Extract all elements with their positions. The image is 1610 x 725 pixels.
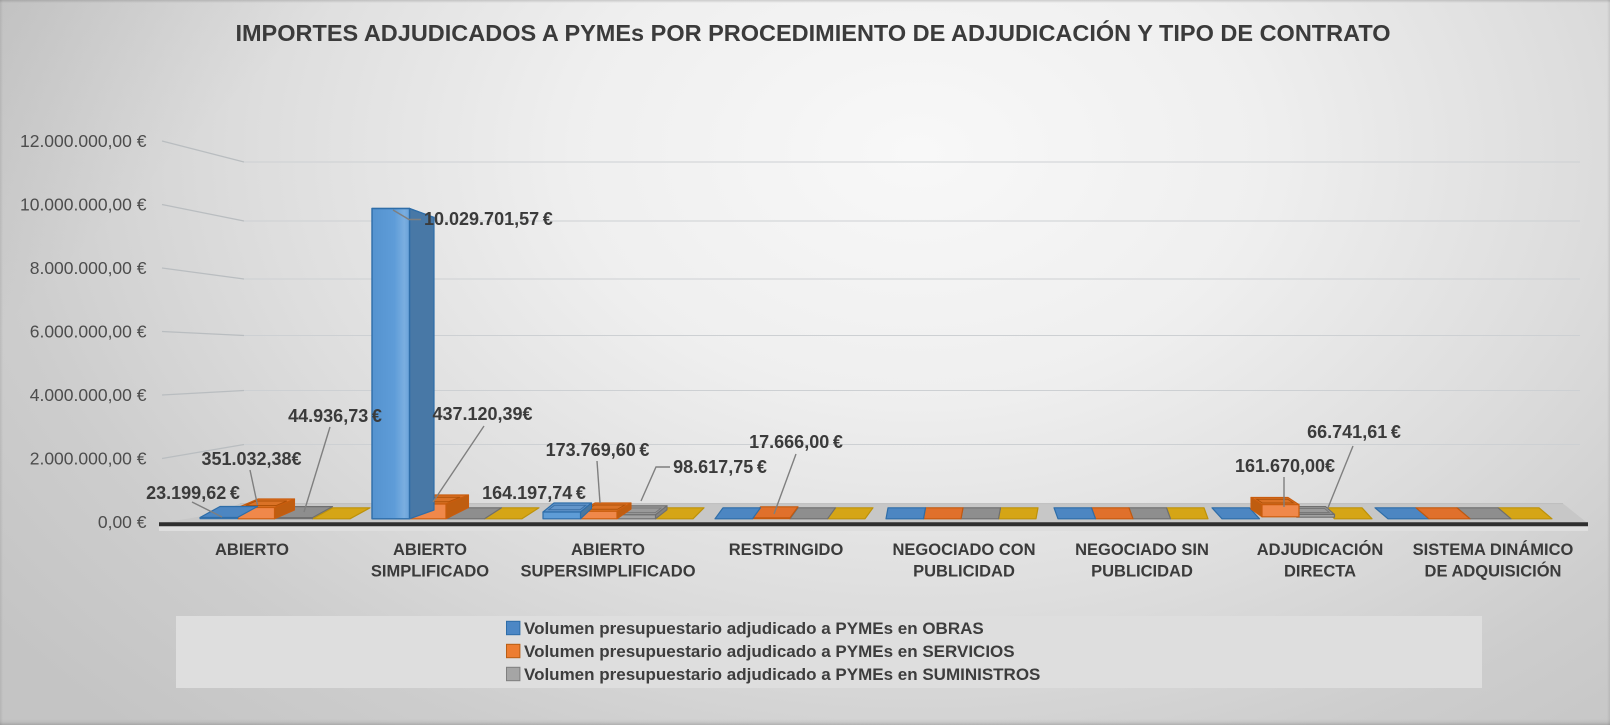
svg-text:164.197,74 €: 164.197,74 € <box>482 483 586 503</box>
svg-text:8.000.000,00 €: 8.000.000,00 € <box>30 258 147 278</box>
svg-text:IMPORTES ADJUDICADOS A PYMEs P: IMPORTES ADJUDICADOS A PYMEs POR PROCEDI… <box>235 19 1390 46</box>
svg-text:SISTEMA DINÁMICO: SISTEMA DINÁMICO <box>1413 540 1574 559</box>
svg-text:DE ADQUISICIÓN: DE ADQUISICIÓN <box>1425 562 1562 581</box>
svg-text:2.000.000,00 €: 2.000.000,00 € <box>30 449 147 469</box>
svg-text:ABIERTO: ABIERTO <box>393 541 467 559</box>
svg-text:66.741,61 €: 66.741,61 € <box>1307 422 1401 442</box>
svg-text:RESTRINGIDO: RESTRINGIDO <box>729 541 844 559</box>
svg-text:SIMPLIFICADO: SIMPLIFICADO <box>371 563 489 581</box>
svg-text:DIRECTA: DIRECTA <box>1284 563 1356 581</box>
svg-text:Volumen presupuestario adjudic: Volumen presupuestario adjudicado a PYME… <box>524 619 984 638</box>
svg-text:0,00 €: 0,00 € <box>98 512 147 532</box>
svg-text:23.199,62 €: 23.199,62 € <box>146 483 240 503</box>
svg-text:98.617,75 €: 98.617,75 € <box>673 457 767 477</box>
svg-text:NEGOCIADO SIN: NEGOCIADO SIN <box>1075 541 1209 559</box>
svg-text:12.000.000,00 €: 12.000.000,00 € <box>20 131 147 151</box>
svg-text:10.000.000,00 €: 10.000.000,00 € <box>20 195 147 215</box>
svg-text:10.029.701,57 €: 10.029.701,57 € <box>424 209 553 229</box>
svg-text:ABIERTO: ABIERTO <box>571 541 645 559</box>
svg-text:PUBLICIDAD: PUBLICIDAD <box>1091 563 1193 581</box>
svg-text:Volumen presupuestario adjudic: Volumen presupuestario adjudicado a PYME… <box>524 642 1015 661</box>
svg-text:6.000.000,00 €: 6.000.000,00 € <box>30 322 147 342</box>
svg-text:ABIERTO: ABIERTO <box>215 541 289 559</box>
svg-text:44.936,73 €: 44.936,73 € <box>288 406 382 426</box>
svg-text:17.666,00 €: 17.666,00 € <box>749 432 843 452</box>
svg-text:NEGOCIADO CON: NEGOCIADO CON <box>892 541 1035 559</box>
svg-text:161.670,00€: 161.670,00€ <box>1235 456 1335 476</box>
svg-text:4.000.000,00 €: 4.000.000,00 € <box>30 385 147 405</box>
svg-text:173.769,60 €: 173.769,60 € <box>546 440 650 460</box>
svg-text:437.120,39€: 437.120,39€ <box>432 404 532 424</box>
svg-text:Volumen presupuestario adjudic: Volumen presupuestario adjudicado a PYME… <box>524 665 1040 684</box>
svg-text:ADJUDICACIÓN: ADJUDICACIÓN <box>1257 540 1384 559</box>
svg-text:SUPERSIMPLIFICADO: SUPERSIMPLIFICADO <box>520 563 695 581</box>
svg-text:PUBLICIDAD: PUBLICIDAD <box>913 563 1015 581</box>
svg-text:351.032,38€: 351.032,38€ <box>201 449 301 469</box>
